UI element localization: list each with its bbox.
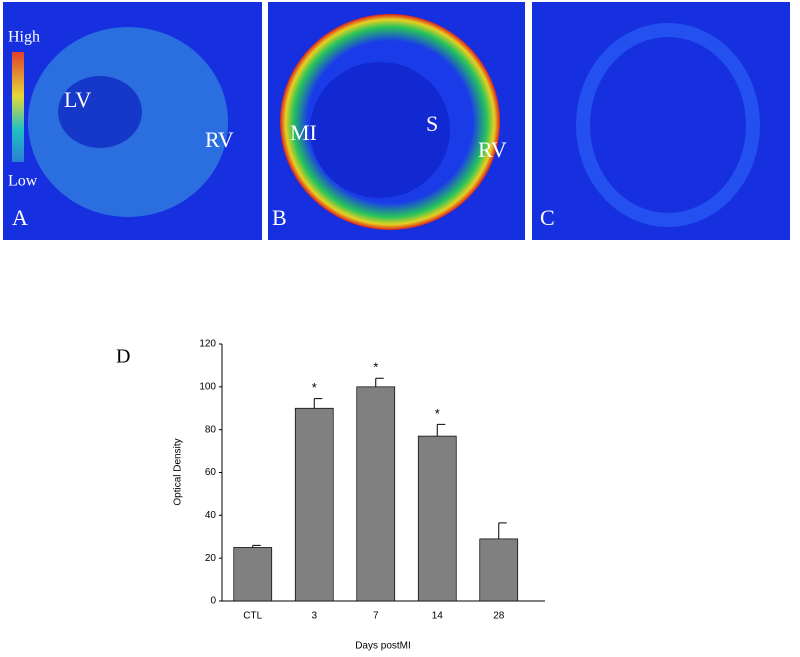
error-bar xyxy=(375,377,384,387)
y-tick-label: 20 xyxy=(205,553,217,564)
error-bar xyxy=(436,423,446,437)
bar xyxy=(294,407,334,602)
bar xyxy=(479,538,519,602)
panel-label: B xyxy=(272,205,287,230)
error-bar xyxy=(498,522,507,539)
x-axis-title: Days postMI xyxy=(355,641,411,652)
bar xyxy=(233,547,273,602)
significance-mark: * xyxy=(373,360,378,375)
region-label: S xyxy=(426,111,438,136)
x-tick-label: CTL xyxy=(243,611,262,622)
x-tick-label: 7 xyxy=(373,611,379,622)
region-label: RV xyxy=(478,137,507,162)
x-tick-label: 14 xyxy=(432,611,444,622)
y-tick-label: 80 xyxy=(205,424,217,435)
x-tick-label: 3 xyxy=(311,611,317,622)
region-label: MI xyxy=(290,120,317,145)
scale-low: Low xyxy=(8,173,38,190)
y-axis-title: Optical Density xyxy=(173,438,184,505)
y-tick-label: 0 xyxy=(210,596,216,607)
bar xyxy=(417,435,457,602)
significance-mark: * xyxy=(312,380,317,395)
y-tick-label: 40 xyxy=(205,510,217,521)
bar xyxy=(356,386,396,602)
y-tick-label: 120 xyxy=(199,339,216,350)
y-tick-label: 60 xyxy=(205,467,217,478)
panel-c: C xyxy=(532,2,790,240)
region-label: LV xyxy=(64,87,91,112)
region-label: RV xyxy=(205,127,234,152)
significance-mark: * xyxy=(435,406,440,421)
panel-label: C xyxy=(540,205,555,230)
error-bar xyxy=(313,398,323,409)
panel-label: A xyxy=(12,205,28,230)
y-tick-label: 100 xyxy=(199,381,216,392)
error-bar xyxy=(252,544,261,548)
panel-label: D xyxy=(116,346,130,368)
x-tick-label: 28 xyxy=(493,611,505,622)
panel-a: High Low LV RV A xyxy=(3,2,262,240)
panel-b: MI S RV B xyxy=(268,2,525,240)
scale-high: High xyxy=(8,29,40,46)
